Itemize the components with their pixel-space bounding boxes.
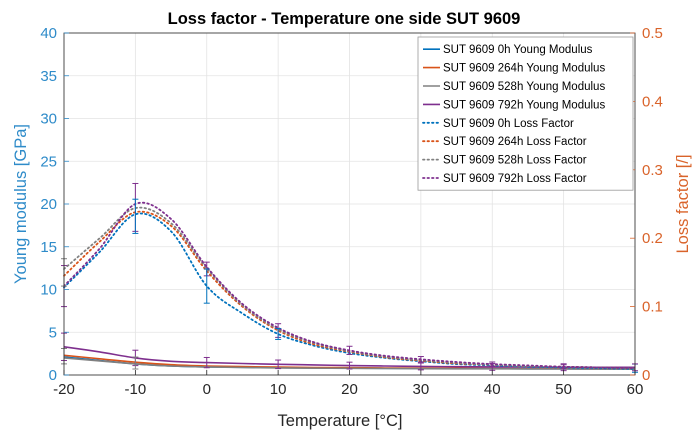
error-bar-21 [417,362,424,371]
error-bar-18 [203,356,210,369]
error-bar-10 [417,356,424,363]
error-bar-9 [346,345,353,355]
x-tick-label: 0 [203,381,211,398]
chart-title: Loss factor - Temperature one side SUT 9… [168,10,521,28]
error-bar-20 [346,361,353,370]
legend-label: SUT 9609 264h Loss Factor [443,136,587,148]
x-tick-label: 60 [627,381,644,398]
x-tick-label: 50 [555,381,572,398]
legend: SUT 9609 0h Young Modulus SUT 9609 264h Y… [417,36,634,191]
x-axis-label: Temperature [°C] [278,412,403,430]
y2-axis-label: Loss factor [/] [674,154,692,253]
x-tick-label: 10 [270,381,287,398]
x-tick-label: 30 [413,381,430,398]
y-tick-label: 35 [40,68,57,85]
error-bar-17 [132,356,139,370]
x-tick-label: -20 [53,381,75,398]
legend-label: SUT 9609 0h Loss Factor [443,118,574,130]
legend-label: SUT 9609 792h Young Modulus [443,99,605,111]
y2-tick-label: 0.4 [642,93,663,110]
y2-tick-label: 0.1 [642,299,663,316]
x-tick-label: 40 [484,381,501,398]
y2-tick-label: 0.3 [642,162,663,179]
y2-tick-label: 0.2 [642,230,663,247]
legend-box [417,36,634,191]
y-tick-label: 15 [40,239,57,256]
x-tick-label: 20 [341,381,358,398]
y-tick-label: 40 [40,25,57,42]
y2-axis-ticks: 0 0.1 0.2 0.3 0.4 0.5 [630,25,663,384]
y-axis-ticks: 0 5 10 15 20 25 30 35 40 [40,25,69,384]
legend-label: SUT 9609 528h Loss Factor [443,155,587,167]
y-tick-label: 5 [49,324,57,341]
y-axis-label: Young modulus [GPa] [12,124,30,284]
legend-label: SUT 9609 0h Young Modulus [443,44,593,56]
x-tick-label: -10 [125,381,147,398]
y-tick-label: 30 [40,111,57,128]
y2-tick-label: 0.5 [642,25,663,42]
legend-label: SUT 9609 792h Loss Factor [443,173,587,185]
error-bar-19 [275,359,282,370]
error-bar-6 [203,268,210,304]
x-axis-ticks: -20 -10 0 10 20 30 40 50 60 [53,370,643,398]
y-tick-label: 20 [40,196,57,213]
y2-tick-label: 0 [642,367,650,384]
y-tick-label: 10 [40,282,57,299]
legend-label: SUT 9609 264h Young Modulus [443,63,605,75]
legend-label: SUT 9609 528h Young Modulus [443,81,605,93]
error-bar-8 [275,327,282,340]
y-tick-label: 25 [40,153,57,170]
error-bar-4 [132,198,139,234]
y-tick-label: 0 [49,367,57,384]
